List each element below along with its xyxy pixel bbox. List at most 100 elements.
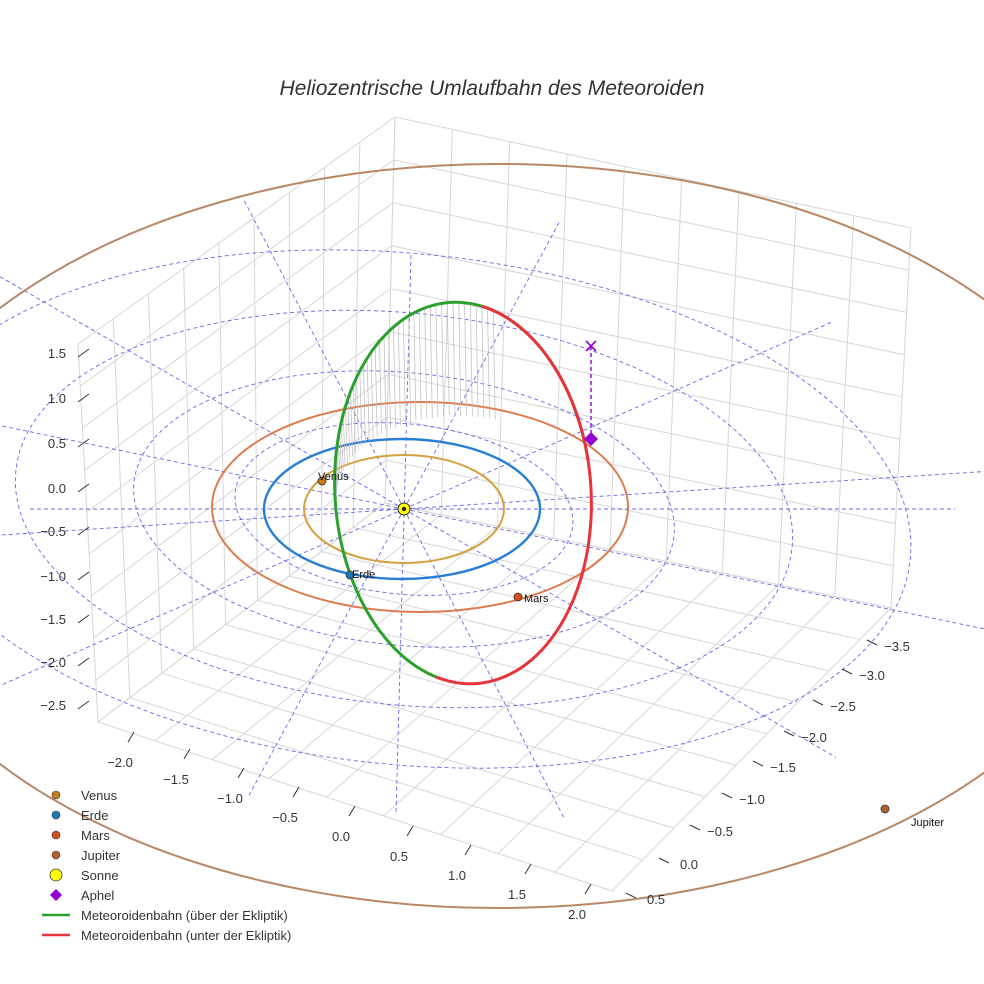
ecliptic-spoke (403, 222, 560, 510)
z-tick-label: 0.5 (48, 436, 66, 451)
x-tick-mark (127, 731, 135, 743)
orbit-mars (211, 401, 629, 613)
legend-item[interactable]: Erde (51, 808, 108, 823)
x-tick-label: −0.5 (272, 810, 298, 825)
legend-item[interactable]: Aphel (50, 888, 114, 903)
projection-line (481, 306, 485, 418)
floor-grid-line (383, 560, 667, 817)
z-tick-label: 1.0 (48, 391, 66, 406)
projection-line (464, 302, 467, 417)
floor-grid-line (257, 599, 768, 735)
projection-line (492, 310, 496, 420)
legend-item[interactable]: Jupiter (51, 848, 121, 863)
orbit-venus (303, 454, 505, 564)
projection-line (403, 319, 406, 424)
projection-line (342, 414, 346, 467)
legend-item[interactable]: Meteoroidenbahn (unter der Ekliptik) (42, 928, 291, 943)
legend-label: Erde (81, 808, 108, 823)
projection-line (441, 303, 444, 417)
x-tick-mark (237, 767, 245, 779)
x-tick-label: 2.0 (568, 907, 586, 922)
ecliptic-spoke (403, 471, 984, 510)
projection-line (470, 303, 473, 417)
y-tick-label: −2.0 (801, 730, 827, 745)
projection-line (458, 302, 462, 416)
projection-line (408, 315, 411, 423)
legend-symbol (51, 810, 61, 820)
y-tick-label: −3.0 (859, 668, 885, 683)
floor-grid-line (193, 648, 706, 798)
aphel-projection-cross (585, 340, 597, 352)
legend-item[interactable]: Sonne (49, 868, 119, 883)
aphel-marker (584, 432, 598, 446)
planet-label-erde: Erde (352, 569, 375, 581)
wall-grid-line (253, 217, 258, 601)
ecliptic-spoke (0, 508, 405, 687)
floor-grid-line (129, 697, 644, 861)
legend-label: Jupiter (81, 848, 121, 863)
wall-grid-line (496, 141, 511, 527)
z-tick-mark (77, 700, 90, 710)
projection-line (398, 322, 401, 426)
z-tick-label: 1.5 (48, 346, 66, 361)
legend-label: Meteoroidenbahn (über der Ekliptik) (81, 908, 288, 923)
y-tick-label: −1.0 (739, 792, 765, 807)
planet-label-venus: Venus (318, 471, 349, 483)
planet-marker-erde (345, 570, 355, 580)
legend-item[interactable]: Mars (51, 828, 110, 843)
z-tick-mark (77, 614, 90, 624)
wall-grid-line (721, 190, 740, 574)
projection-line (363, 364, 366, 444)
floor-grid-line (211, 525, 498, 760)
projection-line (356, 377, 359, 450)
ecliptic-spoke (403, 508, 837, 758)
orbit-erde (262, 437, 542, 581)
wall-grid-line (147, 293, 163, 674)
meteoroid-orbit-below (435, 304, 593, 686)
y-tick-label: −3.5 (884, 639, 910, 654)
legend-label: Venus (81, 788, 118, 803)
z-tick-mark (77, 438, 90, 448)
floor-grid-line (225, 624, 737, 766)
y-tick-mark (812, 699, 824, 706)
z-tick-mark (77, 571, 90, 581)
legend-label: Sonne (81, 868, 119, 883)
projection-line (475, 304, 479, 418)
projection-line (359, 370, 363, 447)
y-tick-mark (625, 892, 637, 899)
z-tick-mark (77, 483, 90, 493)
ecliptic-spoke (248, 508, 405, 796)
projection-line (393, 327, 396, 428)
projection-line (350, 391, 353, 457)
legend-item[interactable]: Venus (51, 788, 118, 803)
projection-line (388, 331, 391, 430)
projection-line (347, 398, 351, 460)
x-tick-label: 1.0 (448, 868, 466, 883)
projection-line (339, 430, 342, 474)
wall-grid-line (97, 502, 892, 723)
wall-grid-line (834, 215, 855, 597)
floor-grid-line (611, 607, 892, 892)
floor-grid-line (497, 584, 779, 854)
planet-marker-mars (513, 592, 523, 602)
projection-line (435, 304, 439, 418)
projection-line (418, 310, 422, 420)
z-tick-label: −2.5 (40, 698, 66, 713)
x-tick-mark (406, 825, 414, 837)
legend-label: Aphel (81, 888, 114, 903)
y-tick-mark (689, 824, 701, 831)
meteoroid-orbit (333, 300, 593, 686)
legend-item[interactable]: Meteoroidenbahn (über der Ekliptik) (42, 908, 288, 923)
y-tick-mark (866, 639, 878, 646)
x-tick-mark (524, 863, 532, 875)
z-tick-label: −1.0 (40, 569, 66, 584)
ecliptic-spoke (0, 276, 405, 510)
sun-center (401, 506, 407, 512)
z-tick-label: −2.0 (40, 655, 66, 670)
ecliptic-spoke (0, 508, 405, 536)
legend[interactable]: Venus Erde Mars Jupiter Sonne Aphel Meteoroide… (42, 788, 291, 943)
floor-grid-line (554, 595, 836, 873)
legend-symbol (49, 868, 63, 882)
z-tick-label: 0.0 (48, 481, 66, 496)
